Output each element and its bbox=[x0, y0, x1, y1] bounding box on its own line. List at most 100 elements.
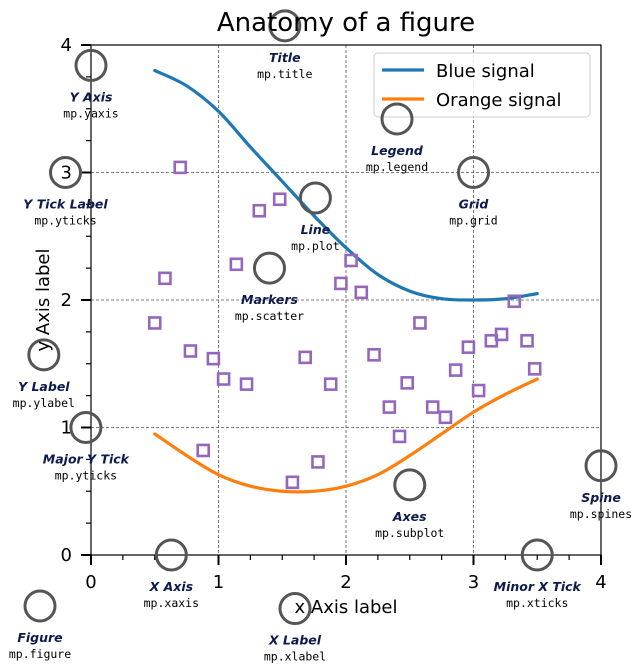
scatter-marker bbox=[239, 377, 254, 391]
x-label-annotation-code: mp.xlabel bbox=[264, 650, 326, 664]
major-y-tick-annotation-code: mp.yticks bbox=[55, 469, 117, 483]
x-axis-annotation-label: X Axis bbox=[149, 579, 193, 594]
y-axis-annotation-circle bbox=[74, 48, 108, 82]
scatter-marker bbox=[285, 475, 300, 490]
title-annotation-code: mp.title bbox=[257, 67, 312, 81]
markers-annotation-circle bbox=[253, 251, 286, 285]
series-layer bbox=[147, 68, 542, 494]
legend-label: Orange signal bbox=[436, 90, 561, 111]
markers-annotation-code: mp.scatter bbox=[235, 309, 304, 323]
legend: Blue signal Orange signal bbox=[373, 52, 591, 118]
scatter-marker bbox=[272, 192, 287, 207]
x-label-annotation-circle bbox=[278, 592, 312, 626]
x-axis-label: x Axis label bbox=[295, 597, 398, 618]
y-tick-label-annotation-label: Y Tick Label bbox=[23, 197, 108, 212]
minor-x-tick-annotation-code: mp.xticks bbox=[506, 596, 568, 610]
scatter-marker bbox=[527, 362, 542, 376]
scatter-marker bbox=[173, 160, 188, 175]
y-tick-label: 0 bbox=[61, 545, 72, 566]
legend-label: Blue signal bbox=[436, 61, 535, 82]
x-tick-label: 0 bbox=[85, 572, 96, 593]
scatter-marker bbox=[425, 400, 440, 414]
y-axis-annotation-label: Y Axis bbox=[70, 89, 113, 104]
y-tick-label: 3 bbox=[61, 163, 72, 184]
y-tick-label: 1 bbox=[61, 418, 72, 439]
y-axis-label: y Axis label bbox=[33, 249, 54, 352]
legend-annotation-label: Legend bbox=[371, 143, 424, 158]
spine-annotation-circle bbox=[584, 449, 618, 483]
scatter-marker bbox=[158, 271, 172, 286]
scatter-marker bbox=[507, 294, 522, 309]
major-y-tick-annotation-circle bbox=[69, 411, 103, 444]
scatter-marker bbox=[354, 285, 369, 300]
y-tick-label-annotation-code: mp.yticks bbox=[34, 214, 96, 228]
y-tick-label: 4 bbox=[61, 35, 72, 56]
y-label-annotation-label: Y Label bbox=[18, 379, 70, 394]
y-tick-label-annotation-circle bbox=[49, 156, 82, 189]
minor-x-tick-annotation-circle bbox=[520, 538, 554, 572]
x-axis-annotation-code: mp.xaxis bbox=[144, 596, 199, 610]
scatter-marker bbox=[206, 351, 221, 366]
scatter-marker bbox=[520, 333, 534, 348]
scatter-marker bbox=[461, 340, 476, 354]
major-y-tick-annotation-label: Major Y Tick bbox=[43, 452, 130, 467]
scatter-marker bbox=[311, 455, 325, 469]
scatter-marker bbox=[334, 276, 348, 291]
x-label-annotation-label: X Label bbox=[268, 633, 322, 648]
orange-signal-line bbox=[153, 377, 539, 494]
scatter-marker bbox=[183, 344, 198, 358]
scatter-marker bbox=[252, 203, 267, 218]
axes-annotation-circle bbox=[393, 468, 427, 502]
grid-annotation-circle bbox=[457, 156, 490, 189]
scatter-marker bbox=[216, 372, 231, 386]
title-annotation-label: Title bbox=[269, 50, 301, 65]
line-annotation-label: Line bbox=[301, 222, 331, 237]
title-annotation-circle bbox=[268, 9, 302, 43]
y-label-annotation-circle bbox=[27, 338, 61, 372]
legend-frame bbox=[373, 52, 591, 118]
figure-annotation-label: Figure bbox=[17, 630, 62, 645]
scatter-marker bbox=[298, 350, 313, 365]
scatter-marker bbox=[392, 429, 407, 444]
y-label-annotation-code: mp.ylabel bbox=[13, 396, 75, 410]
scatter-marker bbox=[344, 253, 358, 268]
axes-annotation-label: Axes bbox=[392, 509, 427, 524]
y-axis-annotation-code: mp.yaxis bbox=[63, 106, 118, 120]
scatter-marker bbox=[382, 400, 397, 414]
x-tick-label: 1 bbox=[213, 572, 224, 593]
scatter-marker bbox=[323, 377, 338, 391]
spine-annotation-code: mp.spines bbox=[570, 507, 632, 521]
grid-annotation-label: Grid bbox=[459, 197, 490, 212]
scatter-marker bbox=[448, 363, 463, 377]
grid-annotation-code: mp.grid bbox=[449, 214, 497, 228]
y-tick-label: 2 bbox=[61, 290, 72, 311]
scatter-marker bbox=[494, 327, 509, 342]
scatter-marker bbox=[400, 376, 415, 390]
figure-annotation-circle bbox=[23, 589, 57, 623]
line-annotation-circle bbox=[298, 181, 332, 215]
x-tick-label: 2 bbox=[340, 572, 351, 593]
chart-title: Anatomy of a figure bbox=[217, 8, 475, 38]
x-axis-annotation-circle bbox=[154, 538, 188, 572]
annotations: Title mp.title Legend mp.legend Y Axis mp.yax… bbox=[9, 9, 632, 664]
x-tick-label: 3 bbox=[468, 572, 479, 593]
legend-annotation-circle bbox=[380, 102, 414, 136]
scatter-marker bbox=[196, 443, 210, 458]
scatter-marker bbox=[438, 410, 453, 425]
scatter-marker bbox=[229, 257, 244, 272]
x-tick-label: 4 bbox=[595, 572, 606, 593]
line-annotation-code: mp.plot bbox=[291, 239, 339, 253]
markers-annotation-label: Markers bbox=[241, 292, 298, 307]
figure-annotation-code: mp.figure bbox=[9, 647, 71, 661]
legend-annotation-code: mp.legend bbox=[366, 160, 428, 174]
axes: 0 1 2 3 4 0 1 2 3 4 bbox=[61, 35, 607, 593]
scatter-marker bbox=[367, 348, 381, 362]
minor-x-tick-annotation-label: Minor X Tick bbox=[494, 579, 582, 594]
scatter-marker bbox=[471, 383, 486, 398]
scatter-marker bbox=[413, 316, 427, 330]
scatter-marker bbox=[147, 316, 162, 330]
spine-annotation-label: Spine bbox=[581, 490, 621, 505]
grid bbox=[91, 45, 601, 555]
axes-annotation-code: mp.subplot bbox=[375, 526, 444, 540]
